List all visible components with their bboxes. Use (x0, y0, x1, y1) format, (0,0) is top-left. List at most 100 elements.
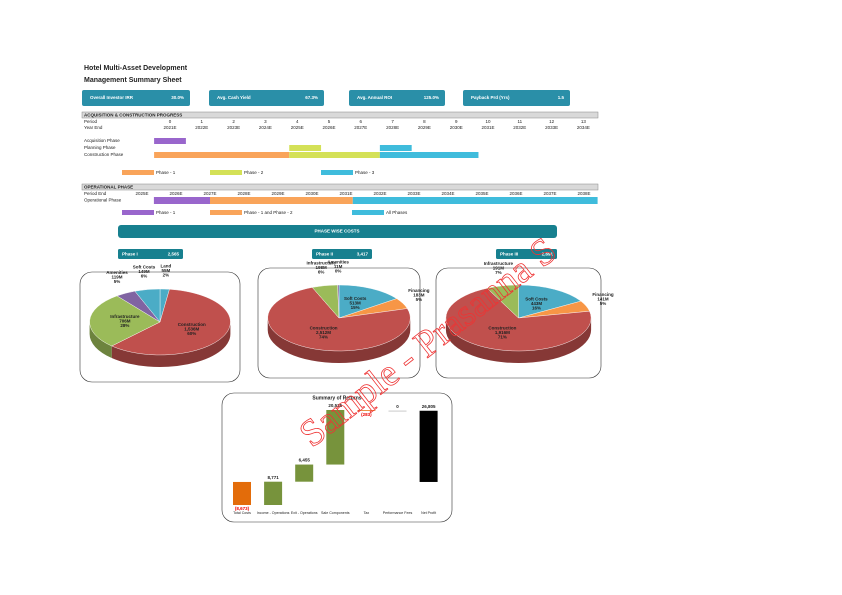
phase-total: 2,565 (168, 251, 180, 256)
slice-percent: 15% (351, 305, 360, 310)
value-label: (283) (361, 412, 372, 417)
slice-value: 443M (531, 301, 543, 306)
legend-label: All Phases (386, 210, 408, 215)
period-label: 13 (581, 119, 587, 124)
year-label: 2033E (407, 191, 420, 196)
period-label: 5 (328, 119, 331, 124)
pie-slice-side (267, 318, 411, 363)
kpi-value: 67.3% (305, 95, 318, 100)
year-label: 2033E (545, 125, 558, 130)
year-label: 2037E (543, 191, 556, 196)
banner (118, 225, 557, 238)
value-label: 20,535 (328, 403, 342, 408)
section-title: OPERATIONAL PHASE (84, 184, 133, 189)
waterfall-bar (419, 410, 438, 482)
slice-percent: 16% (532, 305, 541, 310)
year-label: 2027E (203, 191, 216, 196)
pie-slice (518, 284, 582, 319)
slice-value: 149M (138, 269, 150, 274)
gantt-bar (154, 138, 186, 144)
phase-total: 3,417 (357, 251, 369, 256)
pie-slice-side (111, 322, 231, 367)
row-label: Construction Phase (84, 152, 124, 157)
slice-label: Construction (488, 325, 516, 330)
slice-label: Construction (310, 326, 338, 331)
year-label: 2028E (386, 125, 399, 130)
slice-label: Land (161, 264, 172, 269)
slice-percent: 74% (319, 335, 328, 340)
year-label: 2032E (373, 191, 386, 196)
legend-swatch (210, 210, 242, 215)
slice-value: 513M (350, 300, 362, 305)
pie-slice (486, 284, 519, 319)
slice-label: Soft Costs (133, 264, 156, 269)
value-label: 6,455 (299, 458, 311, 463)
slice-value: 1,916M (495, 330, 510, 335)
year-label: 2032E (513, 125, 526, 130)
slice-value: 191M (493, 265, 505, 270)
period-label: 11 (517, 119, 522, 124)
legend-swatch (122, 170, 154, 175)
slice-label: Soft Costs (525, 296, 548, 301)
gantt-bar (153, 197, 210, 204)
slice-label: Amenities (106, 270, 128, 275)
value-label: 0 (396, 404, 399, 409)
section-header (81, 183, 599, 191)
period-label: 7 (391, 119, 394, 124)
year-label: 2026E (322, 125, 335, 130)
year-label: 2027E (354, 125, 367, 130)
slice-percent: 28% (120, 323, 129, 328)
value-label: (8,673) (235, 506, 250, 511)
year-label: 2021E (163, 125, 176, 130)
waterfall-bar (388, 410, 407, 412)
slice-percent: 60% (187, 331, 196, 336)
phase-total: 2,691 (542, 251, 554, 256)
pie-slice (111, 289, 231, 356)
page-title: Hotel Multi-Asset Development (84, 65, 188, 72)
row-label: Year End (84, 125, 103, 130)
phase-name: Phase II (316, 251, 333, 256)
period-label: 8 (423, 119, 426, 124)
legend-swatch (122, 210, 154, 215)
category-label: Income - Operations (257, 511, 290, 515)
year-label: 2025E (291, 125, 304, 130)
kpi-label: Payback Prd (Yrs) (471, 95, 510, 100)
row-label: Period End (84, 191, 107, 196)
kpi-value: 30.0% (171, 95, 184, 100)
slice-label: Infrastructure (484, 261, 514, 266)
pie-slice (89, 295, 161, 347)
year-label: 2029E (418, 125, 431, 130)
phase-box (118, 249, 183, 259)
slice-percent: 2% (163, 273, 170, 278)
pie-slice (267, 287, 411, 352)
period-label: 1 (201, 119, 204, 124)
kpi-value: 125.0% (424, 95, 439, 100)
category-label: Performance Fees (383, 511, 413, 515)
slice-percent: 5% (600, 301, 607, 306)
slice-percent: 6% (141, 273, 148, 278)
pie-slice (337, 284, 340, 319)
year-label: 2034E (441, 191, 454, 196)
category-label: Total Costs (233, 511, 251, 515)
period-label: 3 (264, 119, 267, 124)
period-label: 9 (455, 119, 458, 124)
slice-percent: 5% (416, 297, 423, 302)
legend-swatch (352, 210, 384, 215)
slice-value: 2,512M (316, 330, 331, 335)
slice-value: 198M (315, 265, 327, 270)
slice-label: Financing (592, 292, 614, 297)
phase-name: Phase III (500, 251, 518, 256)
kpi-box (349, 90, 445, 106)
waterfall-bar (233, 481, 251, 505)
pie-slice-side (445, 318, 592, 363)
pie-slice (134, 288, 161, 323)
kpi-label: Overall Investor IRR (90, 95, 134, 100)
row-label: Acquisition Phase (84, 138, 120, 143)
slice-label: Amenities (327, 260, 349, 265)
slice-value: 11M (334, 264, 343, 269)
slice-value: 119M (111, 275, 122, 280)
legend-swatch (321, 170, 353, 175)
year-label: 2029E (271, 191, 284, 196)
